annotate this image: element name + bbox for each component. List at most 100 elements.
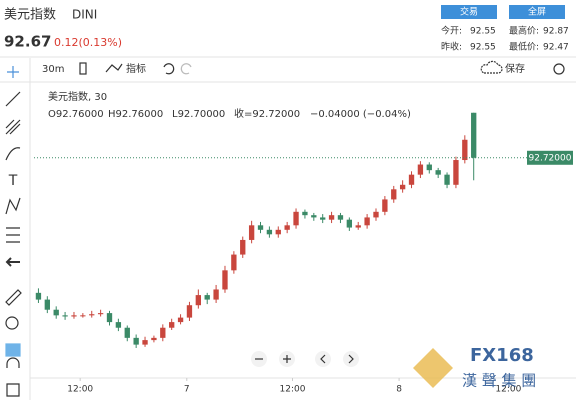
indicator-icon[interactable] bbox=[105, 63, 123, 73]
candle-body bbox=[80, 315, 86, 317]
trade-button[interactable] bbox=[441, 5, 497, 19]
legend-close: 收=92.72000 bbox=[234, 107, 300, 120]
forecast-tool[interactable] bbox=[6, 227, 20, 243]
save[interactable]: 保存 bbox=[505, 62, 525, 75]
scroll-right-icon[interactable] bbox=[348, 354, 354, 364]
logo-mark bbox=[413, 348, 453, 388]
candle-body bbox=[293, 211, 299, 226]
candle-body bbox=[106, 313, 113, 323]
candle-body bbox=[382, 199, 388, 212]
scroll-left-icon[interactable] bbox=[320, 354, 326, 364]
candle-body bbox=[471, 112, 477, 158]
legend-high: H92.76000 bbox=[108, 109, 163, 120]
indicators[interactable]: 指标 bbox=[126, 62, 146, 75]
candle-body bbox=[328, 215, 335, 220]
candle-body bbox=[35, 292, 42, 300]
candle-body bbox=[151, 337, 157, 341]
x-tick-label: 12:00 bbox=[495, 385, 521, 395]
lock-tool[interactable] bbox=[6, 383, 20, 397]
candle-body bbox=[257, 225, 264, 230]
scroll-right[interactable] bbox=[343, 351, 359, 367]
cloud-icon[interactable] bbox=[480, 60, 503, 74]
candle-body bbox=[311, 215, 317, 218]
fib-tool[interactable] bbox=[5, 119, 21, 135]
candle-body bbox=[320, 217, 326, 220]
candle-body bbox=[89, 314, 95, 316]
fullscreen-button[interactable] bbox=[509, 5, 565, 19]
back-tool[interactable] bbox=[5, 257, 20, 267]
settings-icon[interactable] bbox=[553, 63, 565, 75]
logo-text: FX168 bbox=[470, 345, 534, 366]
candle-body bbox=[391, 189, 397, 200]
price: 92.67 bbox=[4, 33, 51, 51]
candle-body bbox=[213, 289, 219, 300]
undo-icon[interactable] bbox=[163, 63, 175, 75]
stat-label: 今开: bbox=[441, 25, 462, 37]
change: 0.12(0.13%) bbox=[54, 36, 122, 49]
magnet-tool[interactable] bbox=[6, 357, 20, 368]
candle-body bbox=[364, 217, 370, 226]
candle-body bbox=[97, 313, 104, 315]
symbol: DINI bbox=[72, 8, 97, 22]
candle-icon[interactable] bbox=[79, 62, 87, 75]
legend-change: −0.04000 (−0.04%) bbox=[310, 109, 411, 120]
trade-label[interactable]: 交易 bbox=[460, 6, 478, 18]
plot: 12:00 7 12:00 8 12:00 92.72000 bbox=[30, 112, 576, 395]
scroll-left[interactable] bbox=[315, 351, 331, 367]
cloud-tool[interactable] bbox=[5, 343, 21, 357]
candle-body bbox=[248, 225, 255, 240]
left-toolbar: T bbox=[5, 66, 22, 397]
stat-value: 92.47 bbox=[543, 43, 569, 53]
candle-body bbox=[62, 315, 68, 317]
text-tool[interactable]: T bbox=[8, 173, 18, 189]
candle-body bbox=[462, 139, 468, 161]
candle-body bbox=[275, 229, 281, 235]
candle-body bbox=[160, 327, 166, 338]
stat-label: 最高价: bbox=[509, 25, 539, 37]
last-price-box bbox=[527, 150, 573, 165]
candle-body bbox=[124, 327, 130, 338]
zoom-tool[interactable] bbox=[5, 316, 19, 330]
candle-body bbox=[444, 174, 450, 185]
candle-body bbox=[115, 322, 122, 328]
stat-value: 92.55 bbox=[470, 43, 496, 53]
stat-value: 92.55 bbox=[470, 27, 496, 37]
candle-body bbox=[240, 239, 246, 255]
candle-body bbox=[186, 305, 193, 318]
candle-body bbox=[399, 184, 406, 190]
candle-body bbox=[302, 211, 308, 216]
pattern-tool[interactable] bbox=[5, 197, 21, 215]
candle-body bbox=[142, 340, 148, 345]
zoom-in-icon[interactable] bbox=[283, 355, 291, 363]
candle-body bbox=[44, 299, 50, 310]
candle-body bbox=[337, 215, 344, 220]
title: 美元指数 bbox=[4, 8, 56, 23]
last-price-label: 92.72000 bbox=[529, 153, 572, 163]
candle-body bbox=[373, 211, 379, 218]
candle-body bbox=[435, 170, 441, 175]
candle-body bbox=[408, 174, 415, 185]
ruler-tool[interactable] bbox=[5, 289, 22, 306]
stat-value: 92.87 bbox=[543, 27, 569, 37]
redo-icon[interactable] bbox=[180, 63, 192, 75]
candle-body bbox=[169, 322, 175, 328]
line-tool[interactable] bbox=[5, 91, 21, 107]
x-tick-label: 7 bbox=[184, 385, 190, 395]
candle-body bbox=[222, 270, 228, 290]
interval[interactable]: 30m bbox=[42, 64, 64, 75]
crosshair-tool[interactable] bbox=[7, 66, 19, 78]
logo-name: 漢 聲 集 團 bbox=[462, 372, 536, 390]
candle-body bbox=[355, 225, 361, 228]
x-tick-label: 8 bbox=[396, 385, 402, 395]
stat-label: 最低价: bbox=[509, 41, 539, 53]
candle-body bbox=[453, 160, 459, 185]
brush-tool[interactable] bbox=[5, 147, 21, 161]
candle-body bbox=[53, 309, 59, 316]
candle-body bbox=[266, 229, 273, 235]
x-tick-label: 12:00 bbox=[280, 385, 306, 395]
x-tick-label: 12:00 bbox=[67, 385, 93, 395]
legend-open: O92.76000 bbox=[48, 109, 104, 120]
stat-label: 昨收: bbox=[441, 41, 462, 53]
fullscreen-label[interactable]: 全屏 bbox=[528, 6, 546, 18]
